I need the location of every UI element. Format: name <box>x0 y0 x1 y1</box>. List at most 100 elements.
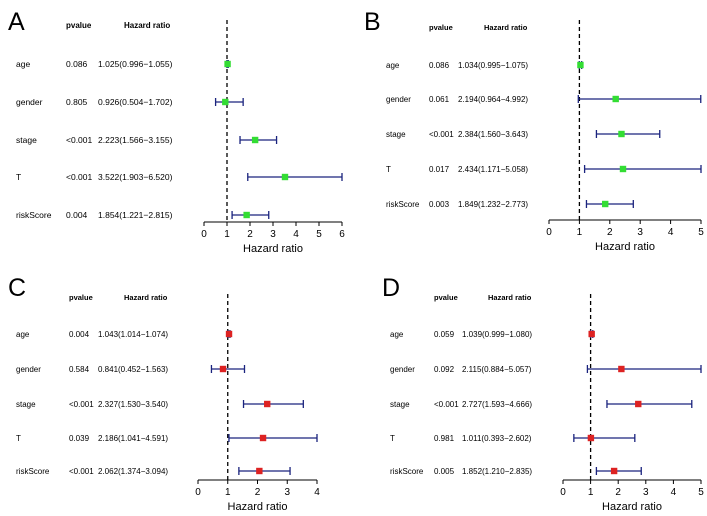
pvalue-cell: <0.001 <box>429 130 454 139</box>
pvalue-cell: 0.086 <box>66 59 88 69</box>
x-tick-label: 0 <box>195 487 201 498</box>
hr-marker <box>222 98 229 106</box>
pvalue-header: pvalue <box>434 293 458 302</box>
hr-ci-cell: 1.043(1.014−1.074) <box>98 330 168 339</box>
pvalue-cell: 0.059 <box>434 330 455 339</box>
x-tick-label: 1 <box>577 227 583 238</box>
variable-label: age <box>16 330 30 339</box>
x-axis-title: Hazard ratio <box>595 241 655 253</box>
hr-marker <box>618 130 625 138</box>
hr-ci-cell: 0.926(0.504−1.702) <box>98 97 173 107</box>
pvalue-cell: 0.584 <box>69 365 90 374</box>
pvalue-cell: 0.805 <box>66 97 88 107</box>
x-tick-label: 2 <box>615 487 621 498</box>
panel-label: C <box>8 274 26 302</box>
variable-label: age <box>390 330 404 339</box>
pvalue-cell: 0.004 <box>69 330 90 339</box>
hr-ci-cell: 1.854(1.221−2.815) <box>98 210 173 220</box>
hr-ci-cell: 1.849(1.232−2.773) <box>458 200 528 209</box>
x-tick-label: 3 <box>637 227 643 238</box>
hr-ci-cell: 2.186(1.041−4.591) <box>98 434 168 443</box>
pvalue-cell: <0.001 <box>66 135 93 145</box>
pvalue-cell: 0.004 <box>66 210 88 220</box>
x-tick-label: 3 <box>270 229 276 240</box>
variable-label: stage <box>16 400 36 409</box>
hr-marker <box>635 400 642 408</box>
x-tick-label: 4 <box>668 227 674 238</box>
hr-marker <box>251 136 259 144</box>
hr-ci-cell: 1.039(0.999−1.080) <box>462 330 532 339</box>
variable-label: gender <box>16 365 41 374</box>
panel-label: B <box>364 8 381 36</box>
x-tick-label: 5 <box>316 229 322 240</box>
variable-label: T <box>16 434 21 443</box>
x-tick-label: 1 <box>588 487 594 498</box>
x-tick-label: 1 <box>224 229 230 240</box>
x-axis-title: Hazard ratio <box>228 501 288 513</box>
x-axis-title: Hazard ratio <box>602 501 662 513</box>
hr-marker <box>618 365 625 373</box>
x-tick-label: 4 <box>293 229 299 240</box>
variable-label: age <box>386 61 400 70</box>
pvalue-cell: <0.001 <box>434 400 459 409</box>
hr-ci-cell: 0.841(0.452−1.563) <box>98 365 168 374</box>
x-tick-label: 0 <box>546 227 552 238</box>
x-tick-label: 5 <box>698 487 704 498</box>
x-tick-label: 1 <box>225 487 231 498</box>
pvalue-header: pvalue <box>66 21 92 30</box>
x-tick-label: 3 <box>643 487 649 498</box>
pvalue-cell: 0.003 <box>429 200 450 209</box>
variable-label: T <box>16 172 21 182</box>
hr-marker <box>264 400 271 408</box>
hr-ci-cell: 2.727(1.593−4.666) <box>462 400 532 409</box>
pvalue-cell: 0.017 <box>429 165 450 174</box>
hazard-ratio-header: Hazard ratio <box>124 293 168 302</box>
hr-marker <box>281 173 289 181</box>
variable-label: age <box>16 59 30 69</box>
x-tick-label: 3 <box>284 487 290 498</box>
hr-marker <box>619 165 627 173</box>
variable-label: stage <box>386 130 406 139</box>
hr-ci-cell: 1.025(0.996−1.055) <box>98 59 173 69</box>
hr-ci-cell: 2.115(0.884−5.057) <box>462 365 532 374</box>
pvalue-cell: 0.039 <box>69 434 90 443</box>
variable-label: T <box>386 165 391 174</box>
hr-marker <box>587 434 595 442</box>
pvalue-cell: 0.981 <box>434 434 455 443</box>
x-axis-title: Hazard ratio <box>243 243 303 255</box>
pvalue-header: pvalue <box>69 293 93 302</box>
pvalue-cell: 0.092 <box>434 365 455 374</box>
variable-label: T <box>390 434 395 443</box>
variable-label: riskScore <box>386 200 420 209</box>
hr-marker <box>588 330 595 338</box>
x-tick-label: 5 <box>698 227 704 238</box>
panel-label: A <box>8 8 25 36</box>
x-tick-label: 2 <box>607 227 613 238</box>
hr-ci-cell: 1.034(0.995−1.075) <box>458 61 528 70</box>
pvalue-cell: <0.001 <box>69 400 94 409</box>
variable-label: riskScore <box>16 210 52 220</box>
hr-marker <box>602 200 609 208</box>
hazard-ratio-header: Hazard ratio <box>124 21 170 30</box>
hr-marker <box>612 95 619 103</box>
hr-ci-cell: 3.522(1.903−6.520) <box>98 172 173 182</box>
hr-ci-cell: 1.852(1.210−2.835) <box>462 467 532 476</box>
variable-label: gender <box>386 95 411 104</box>
variable-label: riskScore <box>16 467 50 476</box>
hr-ci-cell: 1.011(0.393−2.602) <box>462 434 532 443</box>
x-tick-label: 0 <box>201 229 207 240</box>
x-tick-label: 0 <box>560 487 566 498</box>
hr-marker <box>219 365 227 373</box>
variable-label: gender <box>390 365 415 374</box>
pvalue-cell: <0.001 <box>69 467 94 476</box>
x-tick-label: 2 <box>255 487 261 498</box>
pvalue-cell: 0.005 <box>434 467 455 476</box>
hazard-ratio-header: Hazard ratio <box>488 293 532 302</box>
hazard-ratio-header: Hazard ratio <box>484 23 528 32</box>
hr-marker <box>224 60 231 68</box>
hr-marker <box>243 211 250 219</box>
variable-label: riskScore <box>390 467 424 476</box>
hr-ci-cell: 2.434(1.171−5.058) <box>458 165 528 174</box>
panel-label: D <box>382 274 400 302</box>
pvalue-cell: <0.001 <box>66 172 93 182</box>
